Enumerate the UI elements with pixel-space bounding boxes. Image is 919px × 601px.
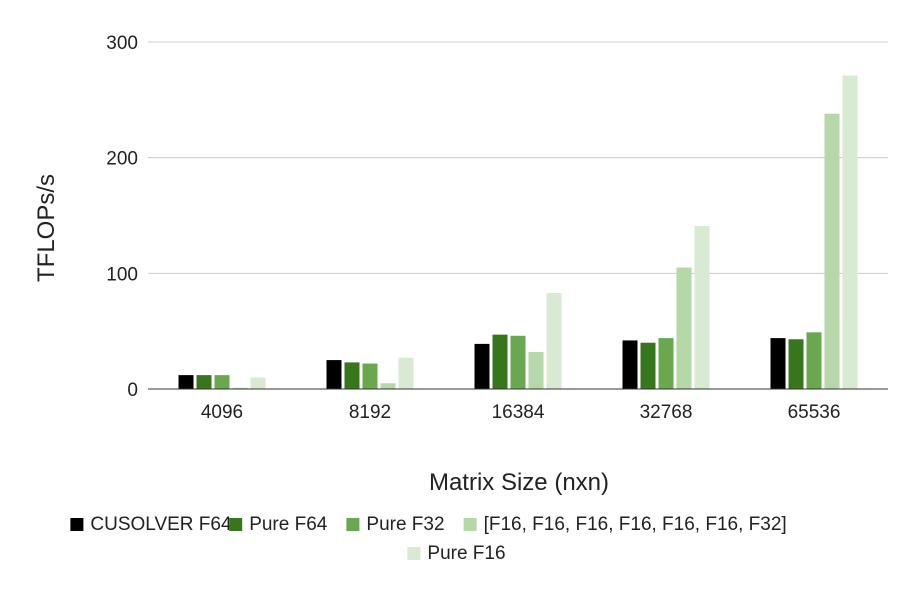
bar	[380, 383, 396, 389]
y-tick-label: 0	[127, 380, 138, 401]
x-tick-label: 16384	[492, 402, 545, 423]
legend-swatch	[70, 518, 84, 531]
x-tick-label: 32768	[640, 402, 693, 423]
legend-item: Pure F16	[407, 543, 506, 564]
bar	[214, 375, 230, 389]
bar	[546, 292, 562, 389]
y-axis-ticks: 0 100 200 300	[106, 33, 138, 401]
bar	[362, 363, 378, 389]
bar	[806, 332, 822, 389]
bar	[622, 340, 638, 389]
bar	[474, 343, 490, 389]
legend-label: Pure F64	[249, 514, 328, 535]
y-axis-title: TFLOPs/s	[33, 174, 60, 282]
gridlines	[148, 41, 888, 274]
legend-swatch	[463, 518, 477, 531]
legend-label: [F16, F16, F16, F16, F16, F16, F32]	[484, 514, 787, 535]
legend-swatch	[346, 518, 360, 531]
bar	[398, 357, 414, 389]
legend-label: Pure F32	[366, 514, 444, 535]
bar	[196, 375, 212, 389]
bar	[676, 267, 692, 389]
bar	[842, 75, 858, 389]
legend-label: Pure F16	[427, 543, 505, 564]
bar	[510, 335, 526, 389]
bar	[640, 342, 656, 389]
legend-item: CUSOLVER F64	[70, 514, 232, 535]
legend-item: Pure F32	[346, 514, 445, 535]
bar	[788, 339, 804, 389]
bar	[658, 338, 674, 389]
bar	[344, 362, 360, 389]
bar	[178, 375, 194, 389]
y-tick-label: 200	[106, 149, 138, 170]
bar	[250, 377, 266, 389]
legend-swatch	[229, 518, 243, 531]
x-tick-label: 65536	[788, 402, 841, 423]
bar	[326, 360, 342, 389]
bars	[178, 75, 858, 390]
legend-swatch	[407, 547, 421, 560]
bar	[492, 334, 508, 389]
x-axis-title: Matrix Size (nxn)	[429, 469, 609, 496]
legend: CUSOLVER F64 Pure F64 Pure F32 [F16, F16, F…	[70, 514, 787, 564]
legend-item: [F16, F16, F16, F16, F16, F16, F32]	[463, 514, 787, 535]
legend-item: Pure F64	[229, 514, 328, 535]
x-tick-label: 8192	[349, 402, 391, 423]
bar	[824, 113, 840, 390]
bar	[528, 351, 544, 389]
bar	[770, 338, 786, 389]
legend-label: CUSOLVER F64	[90, 514, 232, 535]
x-tick-label: 4096	[201, 402, 243, 423]
x-axis-ticks: 4096 8192 16384 32768 65536	[201, 402, 841, 423]
bar	[694, 225, 710, 389]
bar	[232, 387, 248, 389]
y-tick-label: 300	[106, 33, 138, 54]
y-tick-label: 100	[106, 264, 138, 285]
